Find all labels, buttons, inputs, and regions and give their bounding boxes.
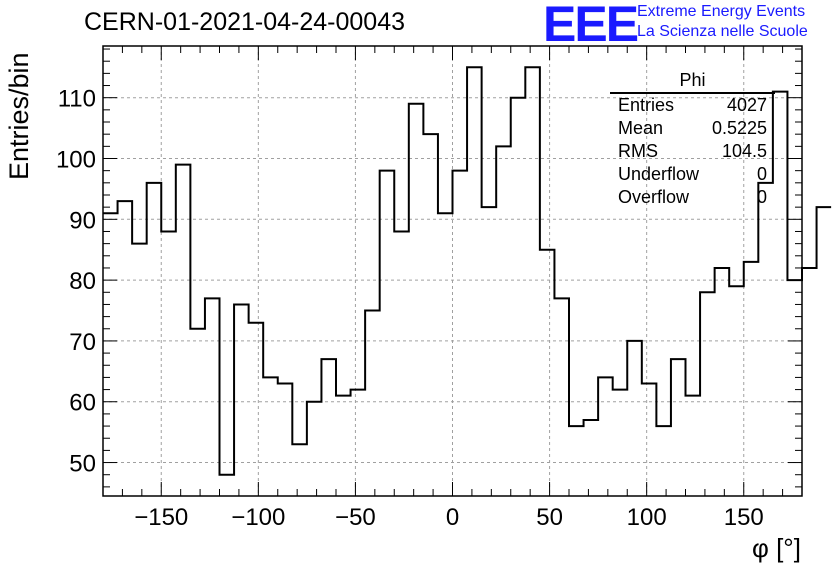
histogram-bin [380, 171, 395, 496]
histogram-bin [190, 329, 205, 496]
stats-row-rms: RMS 104.5 [610, 140, 775, 163]
stats-row-overflow: Overflow 0 [610, 186, 775, 209]
histogram-bin [365, 311, 380, 496]
x-tick-label: 50 [536, 504, 563, 531]
histogram-bin [627, 341, 642, 496]
histogram-bin [147, 183, 162, 496]
histogram-bin [729, 286, 744, 496]
stats-value: 0.5225 [711, 118, 767, 138]
histogram-bin [234, 304, 249, 496]
histogram-bin [715, 268, 730, 496]
histogram-bin [686, 396, 701, 496]
x-tick-label: −100 [231, 504, 285, 531]
histogram-bin [161, 231, 176, 496]
histogram-bin [118, 201, 133, 496]
y-tick-label: 70 [69, 329, 96, 356]
x-axis-label: φ [°] [752, 533, 801, 563]
histogram-bin [409, 104, 424, 496]
stats-label: Underflow [618, 164, 700, 184]
histogram-bin [642, 384, 657, 497]
histogram-bin [292, 444, 307, 496]
stats-value: 0 [756, 187, 767, 207]
histogram-bin [132, 244, 147, 496]
histogram-bin [569, 426, 584, 496]
histogram-bin [351, 390, 366, 496]
histogram-bin [467, 67, 482, 496]
histogram-bin [671, 359, 686, 496]
x-tick-label: 100 [627, 504, 667, 531]
stats-value: 0 [756, 164, 767, 184]
histogram-bin [744, 262, 759, 496]
histogram-bin [540, 250, 555, 496]
histogram-bin [817, 207, 832, 496]
histogram-bin [758, 183, 773, 496]
histogram-bin [598, 377, 613, 496]
histogram-series [103, 66, 832, 476]
histogram-bin [176, 165, 191, 496]
histogram-bin [482, 207, 497, 496]
y-axis-label: Entries/bin [4, 52, 34, 180]
stats-label: Overflow [618, 187, 690, 207]
histogram-bin [787, 280, 802, 496]
x-tick-label: 150 [724, 504, 764, 531]
histogram-bin [554, 298, 569, 496]
y-tick-label: 110 [58, 86, 96, 113]
histogram-bin [307, 402, 322, 496]
y-tick-label: 80 [69, 268, 96, 295]
stats-title: Phi [610, 70, 775, 94]
stats-box: Phi Entries 4027 Mean 0.5225 RMS 104.5 U… [610, 70, 775, 209]
logo-subtitle-line2: La Scienza nelle Scuole [637, 23, 808, 40]
histogram-bin [263, 377, 278, 496]
stats-value: 4027 [726, 95, 767, 115]
histogram-bin [394, 231, 409, 496]
histogram-bin [205, 298, 220, 496]
histogram-bin [321, 359, 336, 496]
histogram-bin [453, 171, 468, 496]
histogram-bin [700, 292, 715, 496]
histogram-bin [656, 426, 671, 496]
histogram-bin [249, 323, 264, 496]
histogram-bin [584, 420, 599, 496]
stats-row-underflow: Underflow 0 [610, 163, 775, 186]
stats-row-mean: Mean 0.5225 [610, 117, 775, 140]
histogram-bin [525, 67, 540, 496]
y-tick-label: 90 [69, 207, 96, 234]
histogram-bin [773, 92, 788, 496]
histogram-bin [496, 146, 511, 496]
histogram-bin [511, 98, 526, 496]
eee-logo: EEE [543, 0, 639, 52]
x-tick-label: −150 [134, 504, 188, 531]
x-tick-label: 0 [446, 504, 459, 531]
logo-subtitle-line1: Extreme Energy Events [637, 3, 806, 20]
histogram-bin [336, 396, 351, 496]
stats-label: Mean [618, 118, 664, 138]
x-tick-label: −50 [335, 504, 376, 531]
chart-title: CERN-01-2021-04-24-00043 [84, 8, 406, 36]
histogram-bin [423, 134, 438, 496]
stats-label: RMS [618, 141, 658, 161]
histogram-bin [278, 384, 293, 497]
y-tick-label: 100 [56, 147, 96, 174]
histogram-bin [802, 268, 817, 496]
y-tick-label: 50 [69, 451, 96, 478]
histogram-bin [438, 213, 453, 496]
stats-row-entries: Entries 4027 [610, 94, 775, 117]
stats-label: Entries [618, 95, 675, 115]
histogram-bin [613, 390, 628, 496]
y-tick-label: 60 [69, 390, 96, 417]
histogram-bin [220, 475, 235, 496]
stats-value: 104.5 [721, 141, 767, 161]
